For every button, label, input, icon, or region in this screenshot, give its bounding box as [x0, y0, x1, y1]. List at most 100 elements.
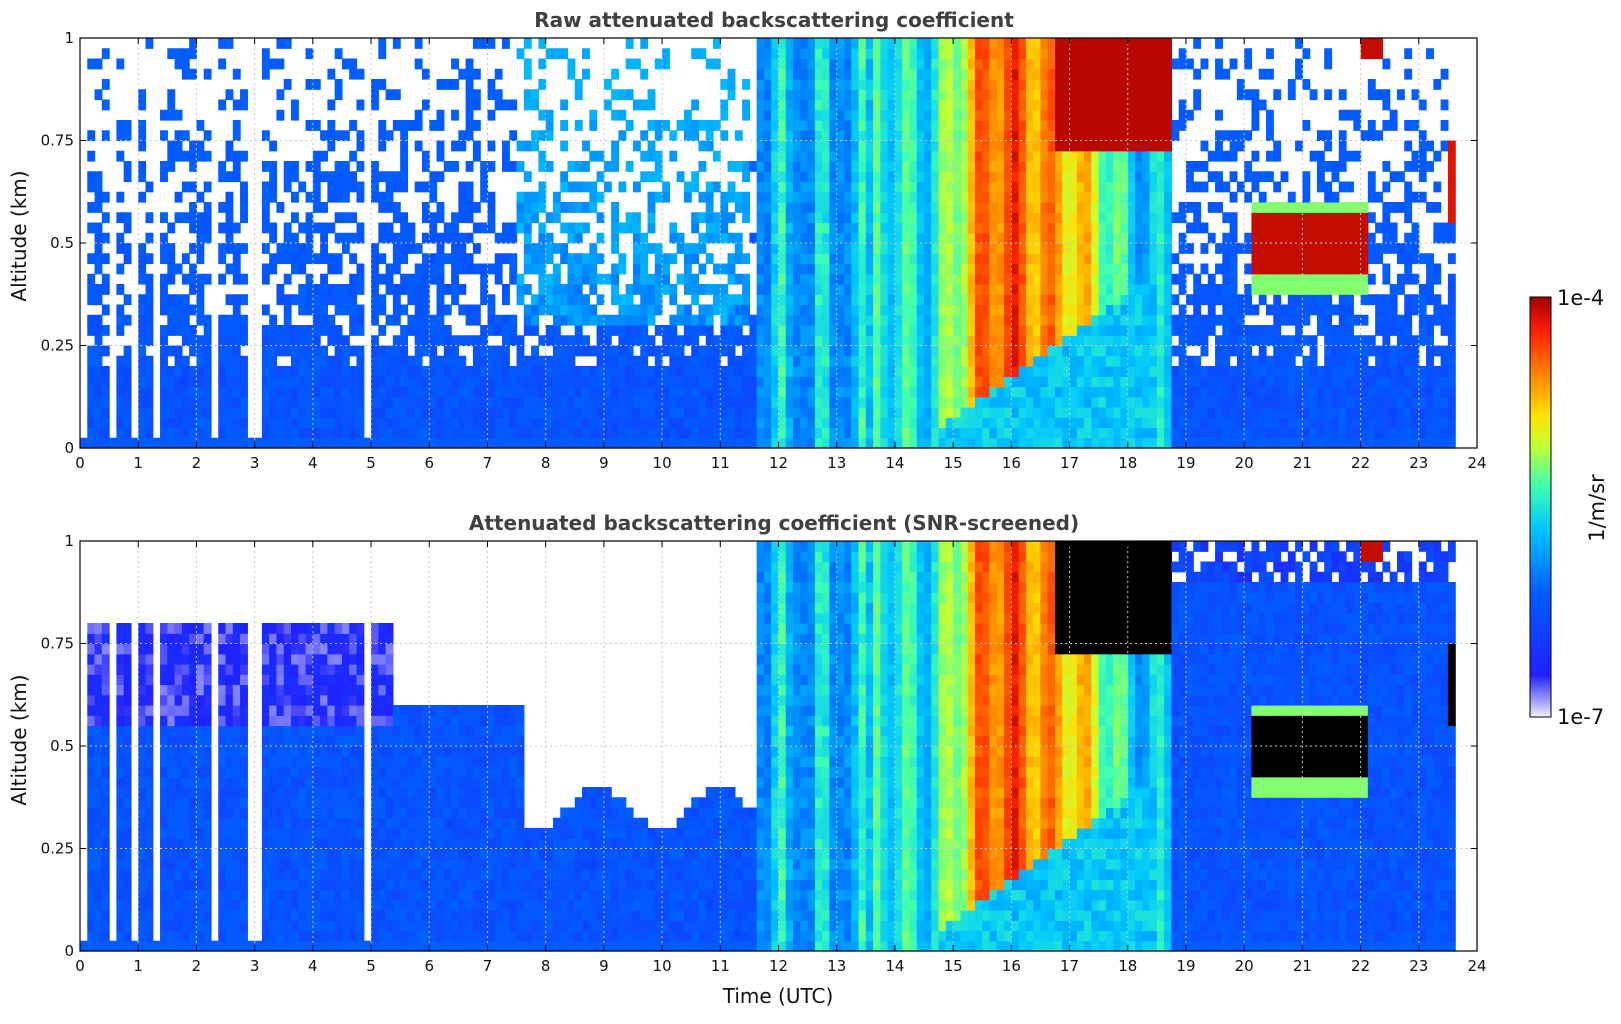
heatmap-cell	[1265, 427, 1274, 439]
heatmap-cell	[909, 79, 918, 90]
heatmap-cell	[647, 171, 656, 183]
heatmap-cell	[552, 335, 561, 347]
heatmap-cell	[632, 427, 641, 439]
heatmap-cell	[1069, 161, 1078, 172]
heatmap-cell	[145, 314, 154, 326]
heatmap-cell	[1295, 325, 1303, 336]
heatmap-cell	[793, 294, 801, 306]
heatmap-cell	[727, 294, 736, 306]
heatmap-cell	[596, 314, 605, 326]
heatmap-cell	[1142, 58, 1151, 70]
heatmap-cell	[1215, 171, 1223, 183]
heatmap-cell	[1324, 325, 1333, 336]
heatmap-cell	[851, 253, 860, 265]
heatmap-cell	[1113, 222, 1122, 234]
heatmap-cell	[909, 99, 918, 111]
heatmap-cell	[1316, 222, 1325, 234]
heatmap-cell	[749, 314, 758, 326]
heatmap-cell	[1346, 212, 1354, 224]
heatmap-cell	[516, 140, 525, 152]
heatmap-cell	[1069, 48, 1078, 60]
heatmap-cell	[560, 366, 569, 377]
heatmap-cell	[451, 437, 459, 449]
heatmap-cell	[560, 386, 569, 398]
heatmap-cell	[763, 191, 772, 203]
heatmap-cell	[938, 181, 947, 193]
heatmap-cell	[523, 38, 532, 49]
heatmap-cell	[160, 284, 168, 295]
heatmap-cell	[603, 181, 612, 193]
heatmap-cell	[378, 294, 387, 306]
heatmap-cell	[305, 294, 314, 306]
heatmap-cell	[611, 427, 620, 439]
heatmap-cell	[1105, 366, 1114, 377]
heatmap-cell	[1156, 427, 1165, 439]
heatmap-cell	[407, 376, 416, 388]
heatmap-cell	[1098, 58, 1107, 70]
heatmap-cell	[829, 191, 838, 203]
heatmap-cell	[843, 417, 852, 429]
heatmap-cell	[909, 212, 918, 224]
heatmap-cell	[1331, 345, 1340, 357]
heatmap-cell	[116, 263, 125, 275]
heatmap-cell	[960, 68, 969, 80]
heatmap-cell	[669, 314, 678, 326]
heatmap-cell	[320, 243, 328, 254]
heatmap-cell	[414, 355, 423, 367]
heatmap-cell	[662, 48, 670, 60]
heatmap-cell	[1178, 335, 1187, 347]
heatmap-cell	[1062, 407, 1071, 418]
heatmap-cell	[240, 437, 248, 449]
heatmap-cell	[1084, 355, 1092, 367]
heatmap-cell	[705, 386, 714, 398]
heatmap-cell	[938, 243, 947, 254]
heatmap-cell	[465, 314, 474, 326]
heatmap-cell	[698, 212, 707, 224]
heatmap-cell	[953, 427, 962, 439]
heatmap-cell	[167, 222, 176, 234]
heatmap-cell	[865, 376, 874, 388]
heatmap-cell	[523, 284, 532, 295]
heatmap-cell	[189, 437, 198, 449]
heatmap-cell	[974, 232, 983, 244]
heatmap-cell	[814, 304, 823, 316]
heatmap-cell	[778, 202, 787, 213]
heatmap-cell	[625, 366, 634, 377]
heatmap-cell	[1156, 99, 1165, 111]
heatmap-cell	[1244, 284, 1253, 295]
heatmap-cell	[421, 376, 430, 388]
heatmap-cell	[1265, 120, 1274, 131]
heatmap-cell	[305, 284, 314, 295]
heatmap-cell	[967, 48, 976, 60]
heatmap-cell	[974, 376, 983, 388]
heatmap-cell	[327, 120, 336, 131]
heatmap-cell	[1091, 212, 1100, 224]
heatmap-cell	[349, 120, 358, 131]
heatmap-cell	[589, 427, 598, 439]
heatmap-cell	[574, 366, 583, 377]
heatmap-cell	[545, 417, 554, 429]
heatmap-cell	[225, 38, 234, 49]
heatmap-cell	[1273, 253, 1282, 265]
heatmap-cell	[894, 99, 903, 111]
heatmap-cell	[756, 396, 765, 408]
heatmap-cell	[465, 191, 474, 203]
heatmap-cell	[727, 376, 736, 388]
heatmap-cell	[1346, 202, 1354, 213]
heatmap-cell	[596, 366, 605, 377]
heatmap-cell	[291, 212, 299, 224]
heatmap-cell	[1360, 130, 1369, 142]
heatmap-cell	[785, 212, 794, 224]
heatmap-cell	[160, 304, 168, 316]
heatmap-cell	[414, 437, 423, 449]
heatmap-cell	[1207, 417, 1216, 429]
heatmap-cell	[283, 335, 292, 347]
heatmap-cell	[865, 304, 874, 316]
heatmap-cell	[371, 161, 379, 172]
heatmap-cell	[145, 212, 154, 224]
heatmap-cell	[756, 355, 765, 367]
heatmap-cell	[763, 181, 772, 193]
heatmap-cell	[1324, 58, 1333, 70]
heatmap-cell	[713, 417, 721, 429]
heatmap-cell	[800, 335, 809, 347]
